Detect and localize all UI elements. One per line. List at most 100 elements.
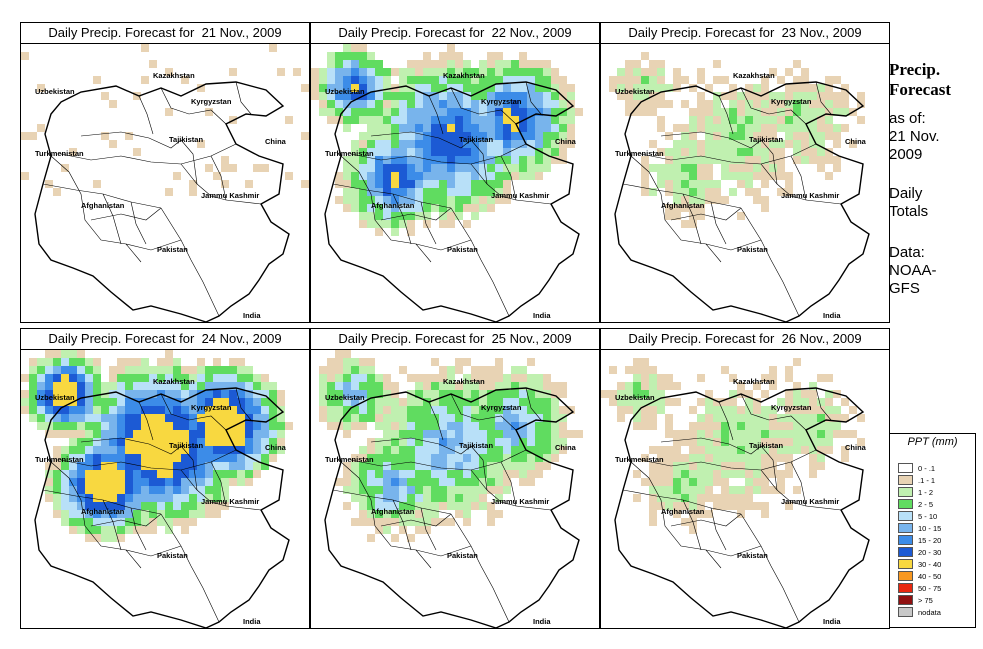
precip-cell: [793, 430, 801, 438]
precip-cell: [495, 100, 503, 108]
precip-cell: [495, 430, 503, 438]
precip-cell: [375, 196, 383, 204]
precip-cell: [53, 350, 61, 358]
precip-cell: [133, 494, 141, 502]
precip-cell: [535, 140, 543, 148]
province-border: [450, 513, 510, 623]
precip-cell: [503, 462, 511, 470]
precip-cell: [777, 438, 785, 446]
precip-cell: [205, 390, 213, 398]
precip-cell: [141, 494, 149, 502]
precip-cell: [367, 518, 375, 526]
precip-cell: [633, 494, 641, 502]
precip-cell: [383, 148, 391, 156]
precip-cell: [657, 486, 665, 494]
precip-cell: [359, 382, 367, 390]
precip-cell: [431, 132, 439, 140]
precip-cell: [503, 430, 511, 438]
precip-cell: [61, 454, 69, 462]
legend-label: 15 - 20: [918, 535, 942, 545]
precip-cell: [833, 124, 841, 132]
precip-cell: [391, 148, 399, 156]
precip-cell: [229, 358, 237, 366]
precip-cell: [77, 502, 85, 510]
province-border: [682, 499, 702, 551]
precip-cell: [519, 140, 527, 148]
precip-cell: [857, 116, 865, 124]
precip-cell: [665, 478, 673, 486]
precip-cell: [117, 502, 125, 510]
legend-swatch: [898, 475, 913, 485]
precip-cell: [625, 382, 633, 390]
precip-cell: [29, 358, 37, 366]
precip-cell: [221, 422, 229, 430]
precip-cell: [399, 414, 407, 422]
precip-cell: [335, 172, 343, 180]
country-label: China: [555, 443, 577, 452]
precip-cell: [543, 382, 551, 390]
precip-cell: [173, 390, 181, 398]
precip-cell: [455, 430, 463, 438]
precip-cell: [367, 116, 375, 124]
precip-cell: [399, 108, 407, 116]
precip-cell: [359, 196, 367, 204]
precip-cell: [519, 132, 527, 140]
precip-cell: [713, 414, 721, 422]
precip-cell: [173, 438, 181, 446]
precip-cell: [559, 430, 567, 438]
precip-cell: [745, 470, 753, 478]
precip-cell: [141, 414, 149, 422]
precip-cell: [367, 220, 375, 228]
precip-cell: [229, 366, 237, 374]
precip-cell: [439, 76, 447, 84]
province-border: [660, 437, 762, 455]
country-label: Kazakhstan: [153, 377, 195, 386]
forecast-panel-21-nov: Daily Precip. Forecast for 21 Nov., 2009…: [20, 22, 310, 323]
precip-cell: [343, 180, 351, 188]
precip-cell: [769, 156, 777, 164]
precip-cell: [383, 422, 391, 430]
legend-swatch: [898, 511, 913, 521]
precip-cell: [343, 76, 351, 84]
precip-cell: [689, 124, 697, 132]
precip-cell: [45, 470, 53, 478]
precip-cell: [729, 84, 737, 92]
precip-cell: [479, 84, 487, 92]
legend-item: 50 - 75: [898, 582, 941, 594]
precip-cell: [495, 52, 503, 60]
country-label: Jammu Kashmir: [781, 191, 839, 200]
country-label: Uzbekistan: [35, 393, 75, 402]
precip-cell: [721, 156, 729, 164]
precip-cell: [479, 140, 487, 148]
precip-cell: [511, 124, 519, 132]
precip-cell: [785, 454, 793, 462]
precip-cell: [37, 382, 45, 390]
precip-cell: [721, 494, 729, 502]
precip-cell: [45, 382, 53, 390]
precip-cell: [609, 366, 617, 374]
precip-cell: [697, 148, 705, 156]
precip-cell: [745, 172, 753, 180]
precip-cell: [793, 84, 801, 92]
precip-cell: [21, 390, 29, 398]
precip-cell: [809, 454, 817, 462]
precip-cell: [149, 526, 157, 534]
precip-cell: [197, 470, 205, 478]
precip-cell: [833, 156, 841, 164]
precip-cell: [697, 502, 705, 510]
precip-cell: [423, 510, 431, 518]
legend-item: 10 - 15: [898, 522, 941, 534]
precip-cell: [423, 180, 431, 188]
precip-map: Kazakhstan Uzbekistan Kyrgyzstan Tajikistan…: [21, 350, 309, 628]
precip-cell: [777, 148, 785, 156]
precip-cell: [391, 156, 399, 164]
precip-cell: [431, 148, 439, 156]
precip-cell: [801, 132, 809, 140]
precip-cell: [407, 172, 415, 180]
precip-cell: [109, 414, 117, 422]
country-label: Kyrgyzstan: [191, 403, 232, 412]
precip-cell: [761, 406, 769, 414]
precip-cell: [431, 502, 439, 510]
province-border: [160, 87, 227, 125]
precip-cell: [109, 502, 117, 510]
